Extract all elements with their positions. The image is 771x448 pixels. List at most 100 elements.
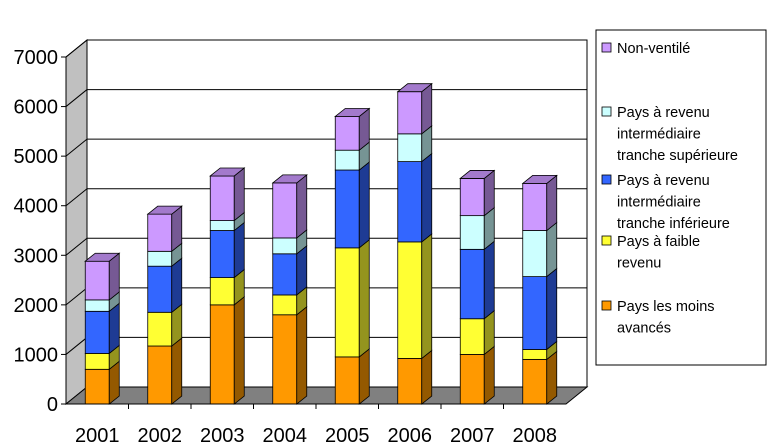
bar-segment xyxy=(209,304,235,405)
bar-segment-side xyxy=(421,152,433,243)
gridline-side xyxy=(65,237,88,256)
y-tick-label: 0 xyxy=(47,394,58,416)
legend-entry-line: Pays à revenu xyxy=(617,173,710,189)
bar-segment xyxy=(147,213,173,252)
legend-entry: Pays les moins avancés xyxy=(617,299,715,337)
bar-segment-side xyxy=(296,305,308,405)
legend-entry-line: avancés xyxy=(617,321,671,337)
bar-segment-side xyxy=(546,350,558,405)
x-tick-label: 2007 xyxy=(450,425,495,447)
side-wall xyxy=(65,38,88,406)
bar-segment xyxy=(522,230,548,278)
x-tick-label: 2004 xyxy=(263,425,308,447)
legend-swatch xyxy=(601,174,612,185)
bar-segment xyxy=(459,248,485,320)
y-tick-label: 3000 xyxy=(14,245,59,267)
bar-top xyxy=(146,205,183,215)
bar-top xyxy=(209,167,246,177)
legend-box xyxy=(595,29,767,366)
bar-segment-side xyxy=(233,296,245,405)
bar-segment xyxy=(459,215,485,250)
legend-swatch xyxy=(601,235,612,246)
legend-entry-line: tranche supérieure xyxy=(617,148,738,164)
y-tick-label: 1000 xyxy=(14,344,59,366)
bar-segment xyxy=(459,318,485,355)
bar-segment-side xyxy=(546,221,558,278)
bar-segment xyxy=(84,310,110,354)
legend-entry-line: Pays à faible xyxy=(617,234,700,250)
bar-segment-side xyxy=(546,174,558,232)
y-tick-label: 5000 xyxy=(14,146,59,168)
bar-segment xyxy=(459,354,485,405)
bar-segment-side xyxy=(421,233,433,360)
bar-segment xyxy=(397,91,423,135)
bar-segment xyxy=(84,368,110,405)
x-axis: 2001 2002 2003 2004 2005 2006 2007 2008 xyxy=(66,403,566,447)
bar-top xyxy=(271,174,308,184)
gridline-side xyxy=(65,89,88,107)
gridline-side xyxy=(65,287,88,306)
bar-segment xyxy=(147,311,173,347)
bar-segment xyxy=(397,357,423,405)
bar-segment xyxy=(334,149,360,171)
bar-segment xyxy=(272,237,298,255)
gridline-side xyxy=(65,39,88,58)
legend-swatch xyxy=(601,42,612,53)
bar-segment xyxy=(397,241,423,359)
bar-segment-side xyxy=(296,244,308,296)
chart-walls xyxy=(64,38,589,406)
bar-segment-side xyxy=(358,161,370,249)
y-tick-label: 4000 xyxy=(14,196,59,218)
bar-segment-side xyxy=(233,221,245,279)
bar-top xyxy=(396,83,433,93)
gridline-side xyxy=(65,337,88,355)
bar-segment xyxy=(334,247,360,358)
bar-segment-side xyxy=(171,337,183,405)
legend-entry-line: revenu xyxy=(617,256,661,272)
bar-segment xyxy=(522,349,548,360)
bar-segment xyxy=(272,253,298,296)
bar-segment xyxy=(522,183,548,231)
legend-entry-line: intermédiaire xyxy=(617,195,701,211)
bar-segment xyxy=(334,116,360,151)
bar-segment xyxy=(272,314,298,405)
bar-segment xyxy=(522,358,548,405)
y-tick-label: 6000 xyxy=(14,97,59,119)
bar-segment xyxy=(84,353,110,370)
bar-top xyxy=(459,170,496,179)
gridline-side xyxy=(65,188,88,207)
bar-segment-side xyxy=(483,240,495,320)
bar-segment xyxy=(209,277,235,306)
bar-segment-side xyxy=(171,257,183,314)
bar-segment xyxy=(397,133,423,162)
bar-segment xyxy=(84,299,110,312)
y-tick-label: 2000 xyxy=(14,295,59,317)
bar-segment xyxy=(147,345,173,405)
legend-entry-line: Pays à revenu xyxy=(617,105,710,121)
legend-entry-line: Pays les moins xyxy=(617,299,715,315)
bar-segment xyxy=(147,265,173,313)
bar-segment xyxy=(272,294,298,316)
bar-segment-side xyxy=(421,349,433,405)
bar-top xyxy=(521,175,558,184)
bar-segment xyxy=(334,169,360,249)
x-tick-label: 2006 xyxy=(388,425,433,447)
legend-entry-line: Non-ventilé xyxy=(617,41,690,57)
bar-segment xyxy=(272,182,298,239)
bar-segment xyxy=(397,161,423,243)
legend: Non-ventilé Pays à revenu intermédiaire tra… xyxy=(595,29,767,366)
x-tick-label: 2002 xyxy=(138,425,183,447)
x-tick-label: 2003 xyxy=(200,425,245,447)
bar-segment-side xyxy=(421,82,433,135)
x-tick-label: 2008 xyxy=(513,425,558,447)
bar-segment xyxy=(209,230,235,278)
bar-segment-side xyxy=(358,239,370,358)
bar-segment xyxy=(459,178,485,217)
bar-segment xyxy=(522,276,548,350)
bar-segment-side xyxy=(233,167,245,222)
bar-segment xyxy=(209,220,235,231)
bar-top xyxy=(334,108,371,117)
bar-segment xyxy=(147,250,173,267)
legend-entry-line: tranche inférieure xyxy=(617,216,730,232)
